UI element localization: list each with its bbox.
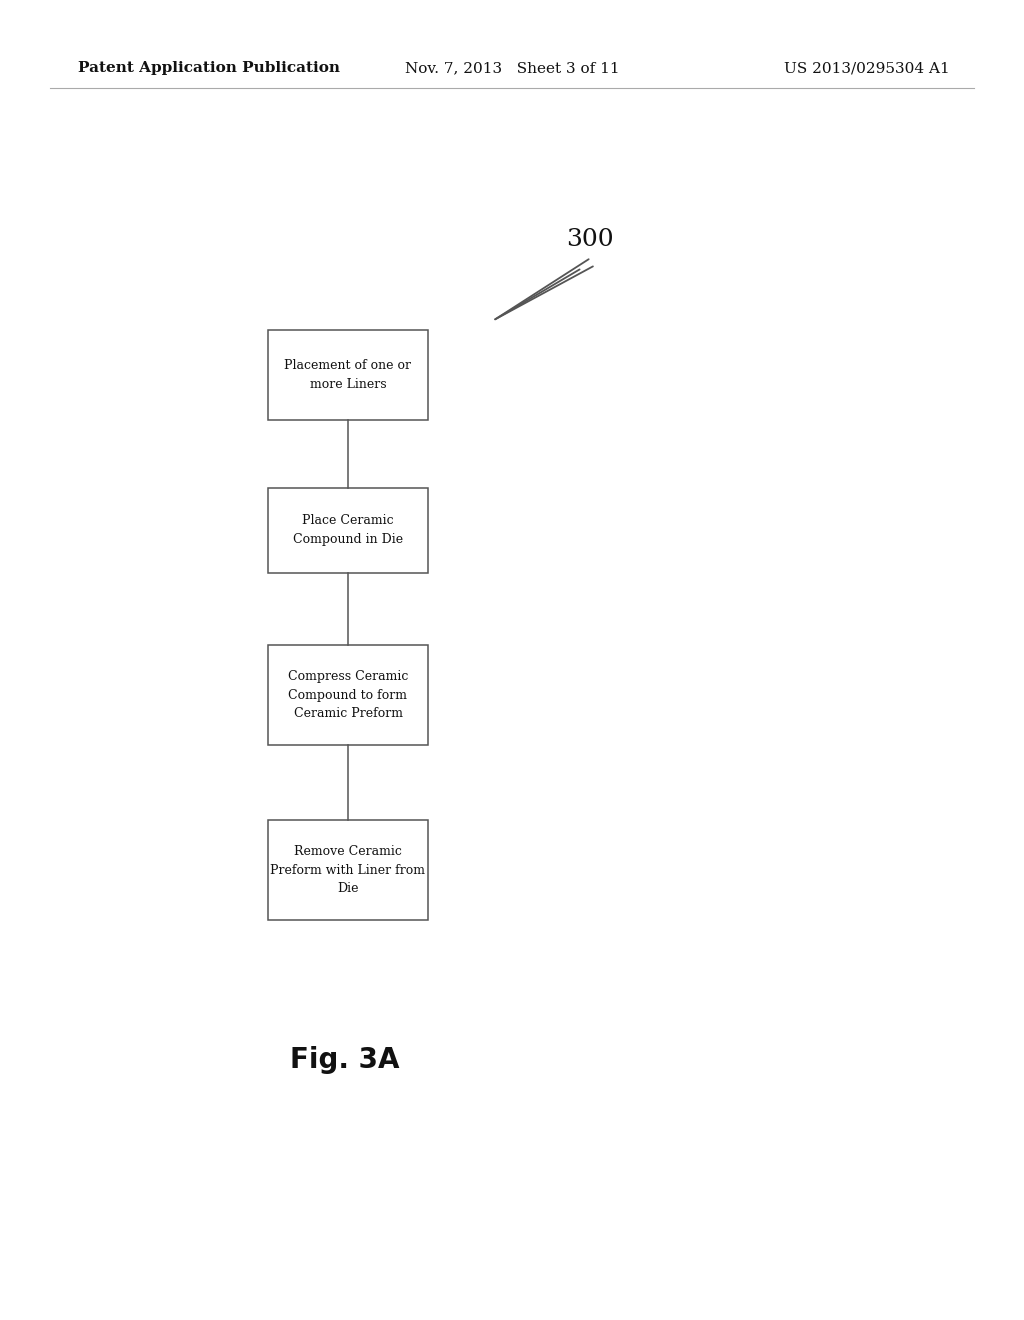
Text: US 2013/0295304 A1: US 2013/0295304 A1: [784, 61, 950, 75]
Text: Patent Application Publication: Patent Application Publication: [78, 61, 340, 75]
Text: 300: 300: [566, 228, 613, 252]
Text: Compress Ceramic
Compound to form
Ceramic Preform: Compress Ceramic Compound to form Cerami…: [288, 671, 409, 719]
Text: Remove Ceramic
Preform with Liner from
Die: Remove Ceramic Preform with Liner from D…: [270, 845, 426, 895]
Bar: [268, 820, 428, 920]
Text: Fig. 3A: Fig. 3A: [290, 1045, 399, 1074]
Text: Place Ceramic
Compound in Die: Place Ceramic Compound in Die: [293, 515, 403, 545]
Bar: [268, 330, 428, 420]
Bar: [268, 487, 428, 573]
Text: Placement of one or
more Liners: Placement of one or more Liners: [285, 359, 412, 391]
Bar: [268, 645, 428, 744]
Text: Nov. 7, 2013   Sheet 3 of 11: Nov. 7, 2013 Sheet 3 of 11: [404, 61, 620, 75]
